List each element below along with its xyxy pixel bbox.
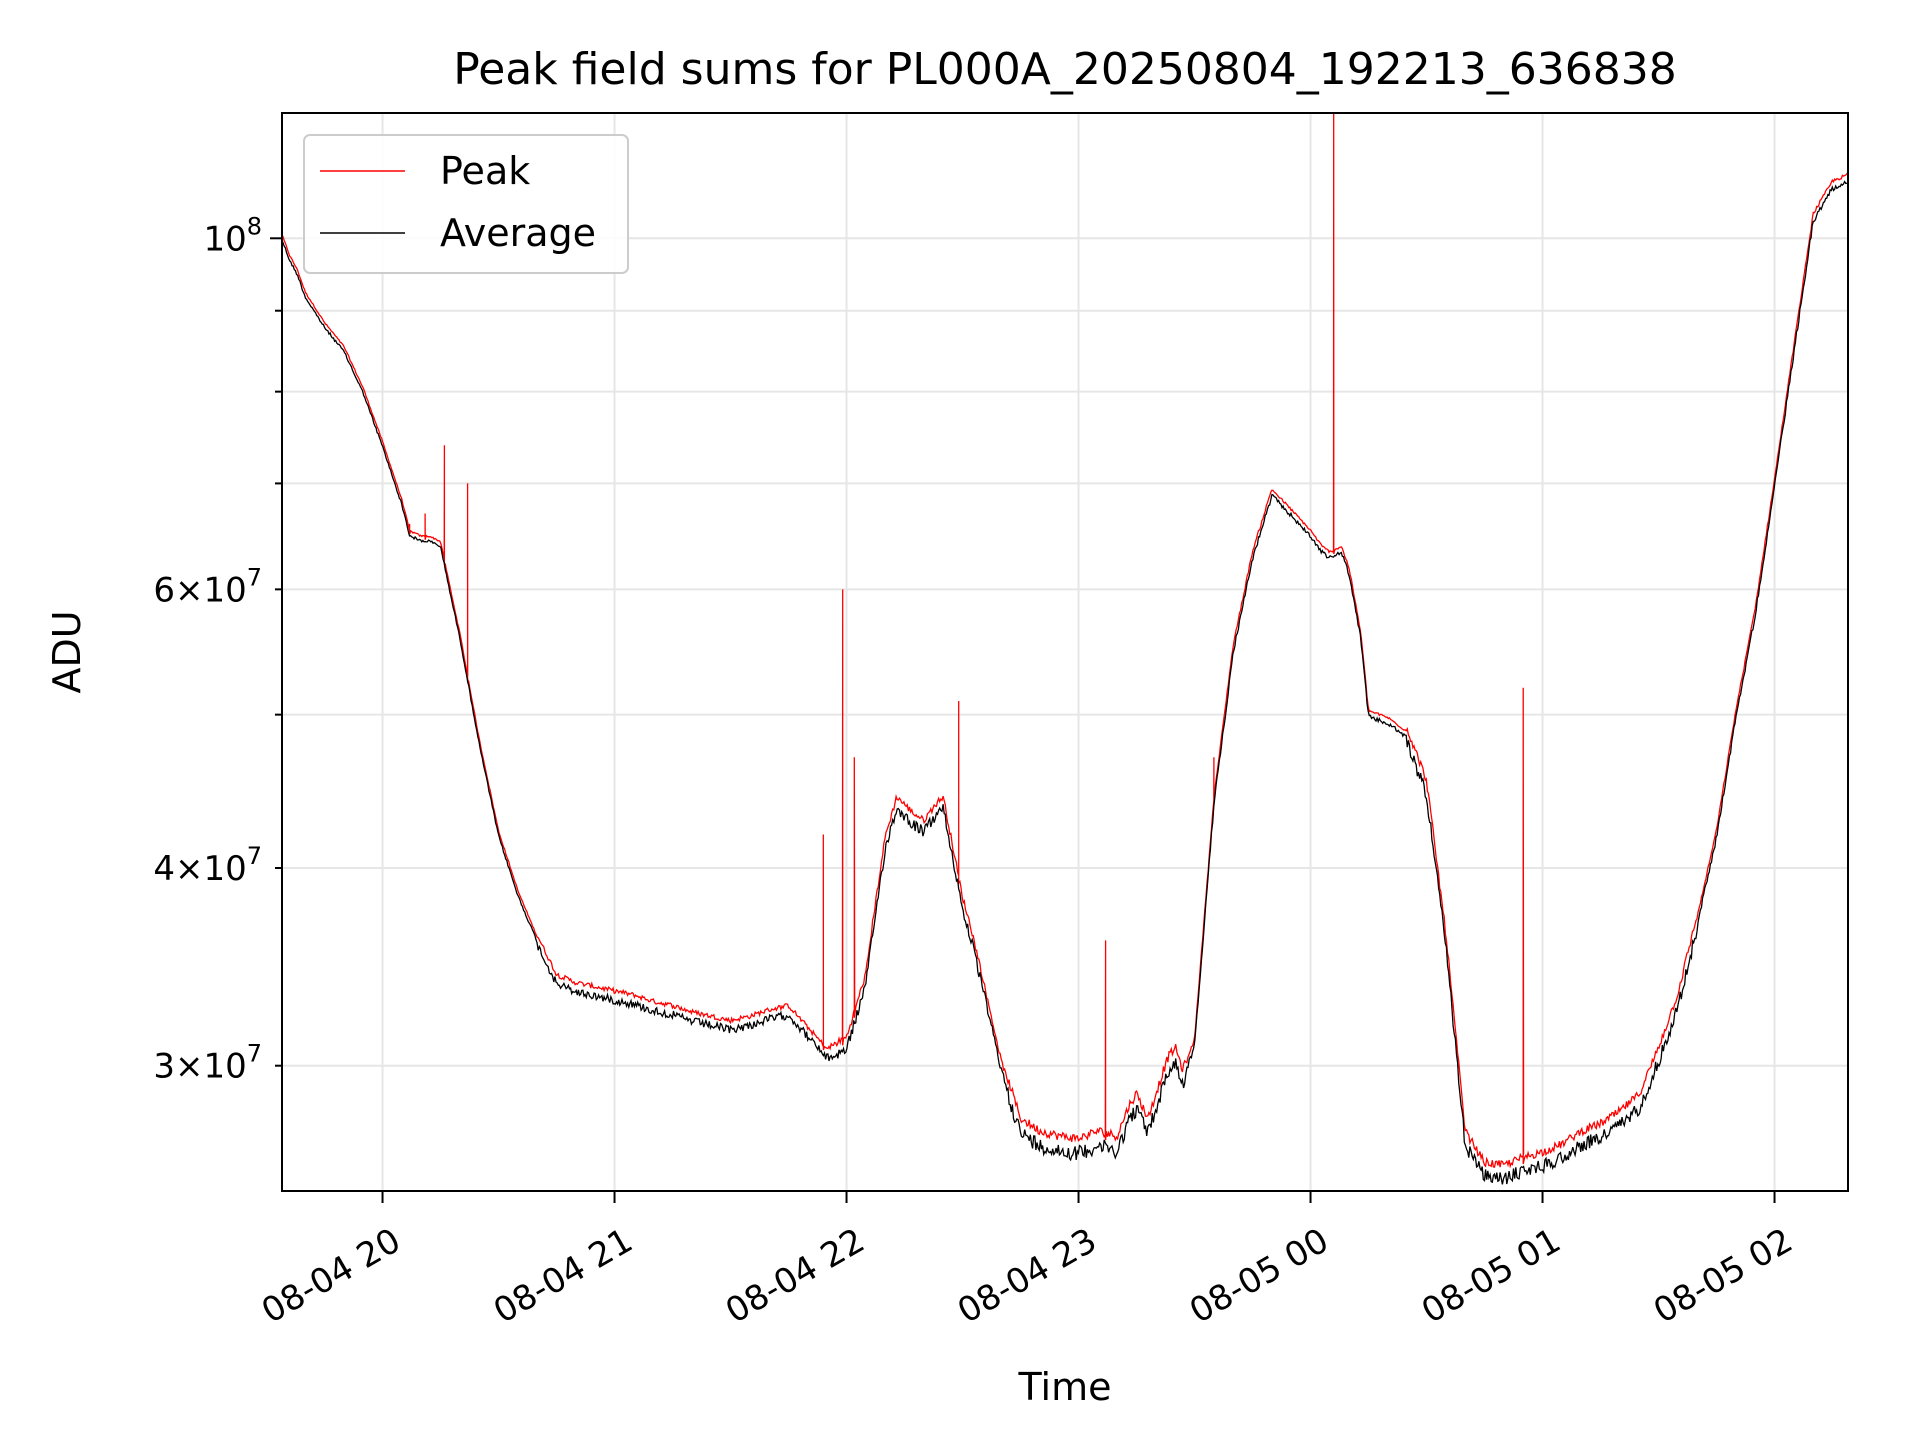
y-tick-label: 3×107 — [153, 1040, 262, 1087]
chart-title: Peak field sums for PL000A_20250804_1922… — [453, 44, 1676, 95]
x-axis-label: Time — [1018, 1365, 1112, 1409]
y-tick-label: 4×107 — [153, 842, 262, 889]
grid — [282, 113, 1848, 1191]
legend-label-peak: Peak — [440, 149, 530, 193]
y-tick-label: 6×107 — [153, 563, 262, 610]
legend-label-average: Average — [440, 211, 596, 255]
series-line-peak — [281, 112, 1849, 1169]
y-axis-label: ADU — [45, 610, 89, 693]
legend: Peak Average — [303, 134, 629, 274]
legend-box — [303, 134, 629, 274]
series-group — [281, 112, 1849, 1185]
y-axis: 108 3×107 4×107 6×107 — [153, 212, 282, 1087]
plot-frame — [281, 112, 1849, 1192]
series-line-average — [281, 180, 1849, 1185]
y-tick-label: 108 — [203, 212, 262, 259]
